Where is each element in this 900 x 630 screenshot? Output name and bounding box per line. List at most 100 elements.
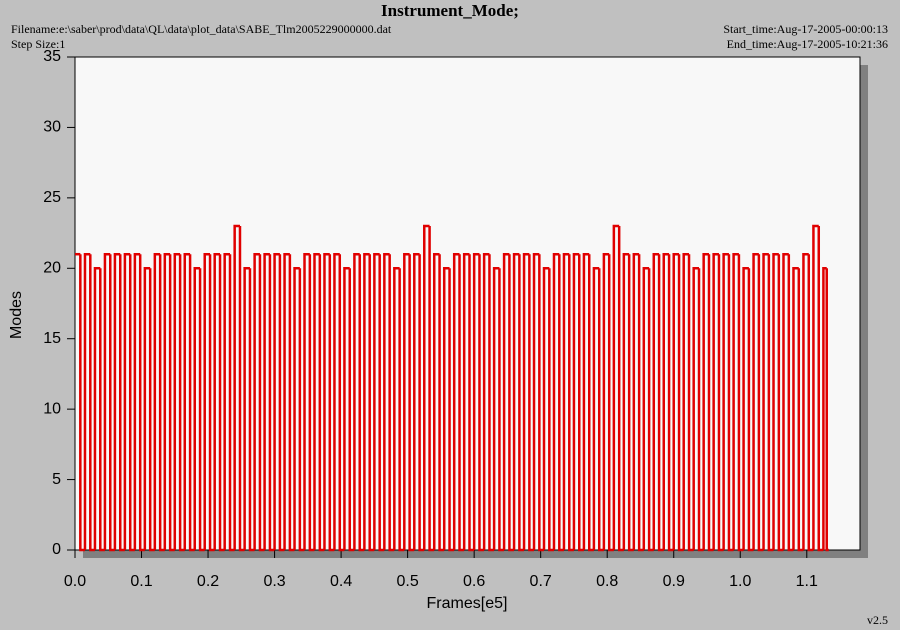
step-segment: [782, 252, 789, 550]
step-segment: [702, 252, 709, 550]
step-segment: [642, 267, 650, 550]
step-segment: [268, 254, 275, 552]
step-segment: [452, 252, 460, 550]
x-axis-label: Frames[e5]: [427, 595, 508, 612]
step-segment: [198, 268, 205, 552]
step-segment: [438, 254, 445, 552]
step-segment: [732, 252, 739, 550]
step-segment: [258, 254, 265, 552]
step-segment: [677, 254, 684, 552]
step-segment: [767, 254, 774, 552]
step-segment: [707, 254, 714, 552]
start-time: Start_time:Aug-17-2005-00:00:13: [723, 22, 888, 36]
step-segment: [825, 268, 829, 552]
step-segment: [712, 252, 719, 550]
step-segment: [109, 254, 115, 552]
step-segment: [602, 252, 610, 550]
step-segment: [418, 254, 425, 552]
step-segment: [218, 254, 225, 552]
step-segment: [817, 226, 824, 552]
step-segment: [288, 254, 295, 552]
step-segment: [692, 267, 700, 550]
x-tick-label: 0.6: [463, 573, 485, 590]
step-segment: [388, 254, 395, 552]
step-segment: [183, 252, 191, 550]
step-segment: [697, 268, 704, 552]
step-segment: [792, 267, 799, 550]
step-segment: [188, 254, 195, 552]
step-segment: [582, 252, 590, 550]
step-segment: [512, 252, 520, 550]
step-segment: [757, 254, 764, 552]
x-tick-label: 0.2: [197, 573, 219, 590]
step-segment: [662, 252, 670, 550]
step-segment: [143, 267, 151, 550]
y-tick-label: 5: [52, 471, 61, 488]
step-segment: [358, 254, 365, 552]
step-segment: [373, 252, 380, 550]
step-segment: [343, 267, 350, 550]
step-segment: [607, 254, 614, 552]
step-segment: [568, 254, 574, 552]
chart-title: Instrument_Mode;: [381, 1, 519, 20]
y-tick-label: 35: [43, 48, 61, 65]
step-segment: [138, 254, 145, 552]
x-tick-label: 0.7: [530, 573, 552, 590]
step-segment: [413, 252, 420, 550]
step-segment: [552, 252, 560, 550]
step-segment: [652, 252, 660, 550]
step-segment: [687, 254, 694, 552]
step-segment: [178, 254, 185, 552]
step-segment: [522, 252, 530, 550]
step-segment: [313, 252, 320, 550]
step-segment: [338, 254, 345, 552]
step-segment: [597, 268, 604, 552]
step-segment: [173, 252, 181, 550]
step-segment: [462, 252, 470, 550]
step-segment: [403, 252, 410, 550]
step-segment: [548, 268, 554, 552]
step-segment: [737, 254, 744, 552]
step-segment: [243, 267, 250, 550]
step-segment: [128, 254, 135, 552]
step-segment: [682, 252, 690, 550]
step-segment: [762, 252, 769, 550]
step-segment: [328, 254, 335, 552]
step-segment: [518, 254, 525, 552]
step-segment: [83, 252, 91, 550]
step-segment: [368, 254, 375, 552]
step-segment: [442, 267, 450, 550]
step-segment: [717, 254, 724, 552]
step-segment: [79, 254, 85, 552]
step-segment: [478, 254, 485, 552]
step-segment: [223, 252, 231, 550]
step-segment: [248, 268, 255, 552]
step-segment: [562, 252, 570, 550]
step-segment: [592, 267, 600, 550]
step-segment: [238, 226, 245, 552]
step-segment: [468, 254, 475, 552]
step-segment: [532, 252, 540, 550]
x-tick-label: 0.8: [596, 573, 618, 590]
step-segment: [657, 254, 664, 552]
plot-area: [74, 56, 861, 551]
y-tick-label: 10: [43, 400, 61, 417]
step-segment: [587, 254, 594, 552]
step-segment: [492, 267, 500, 550]
step-segment: [502, 252, 510, 550]
step-segment: [542, 267, 550, 550]
step-segment: [787, 254, 794, 552]
step-segment: [432, 252, 440, 550]
step-segment: [807, 254, 814, 552]
step-segment: [228, 254, 235, 552]
step-segment: [133, 252, 141, 550]
step-segment: [482, 252, 490, 550]
step-segment: [747, 268, 754, 552]
step-segment: [378, 254, 385, 552]
step-segment: [293, 267, 300, 550]
step-segment: [163, 252, 171, 550]
step-segment: [118, 254, 125, 552]
step-segment: [298, 268, 305, 552]
